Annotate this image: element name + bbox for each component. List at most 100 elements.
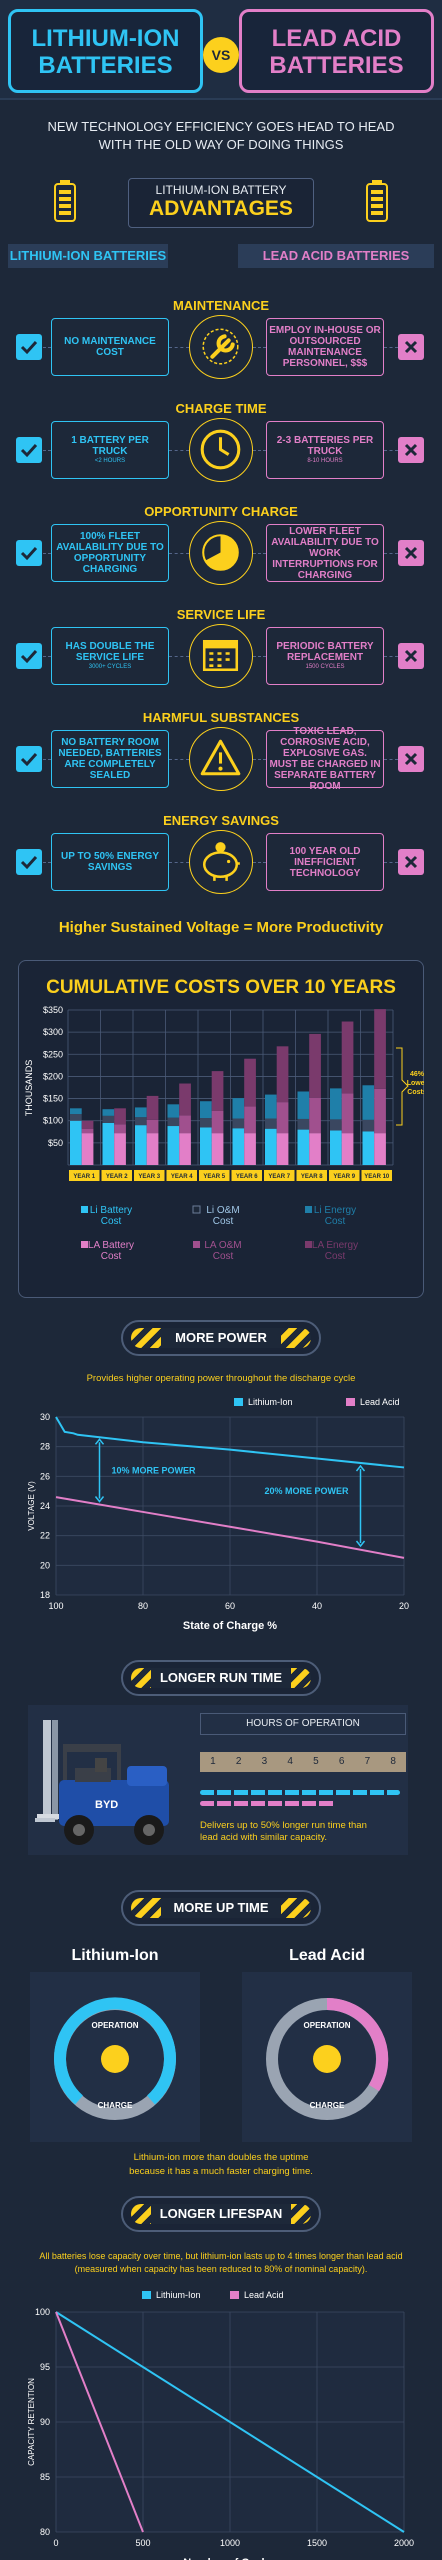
x-tick-label: 20	[399, 1601, 409, 1611]
more-up-time-banner: MORE UP TIME	[121, 1890, 321, 1926]
legend-swatch	[142, 2291, 151, 2299]
hours-bar: 1 2 3 4 5 6 7 8	[200, 1752, 406, 1772]
lead-acid-disadvantage-box: 100 YEAR OLD INEFFICIENT TECHNOLOGY	[266, 833, 384, 891]
lead-acid-disadvantage-note: 1500 CYCLES	[305, 664, 345, 670]
x-tick-label: 2000	[394, 2538, 414, 2548]
bar-li-energy	[362, 1085, 375, 1120]
bar-la-battery	[276, 1133, 289, 1165]
y-tick-label: 95	[40, 2362, 50, 2372]
connector-line	[169, 553, 189, 554]
x-tick-label: YEAR 7	[268, 1174, 290, 1180]
bar-li-energy	[330, 1088, 342, 1120]
x-tick-bg	[264, 1170, 295, 1181]
power-gap-arrow	[355, 1464, 366, 1472]
bar-la-energy	[179, 1083, 191, 1116]
bar-la-battery	[146, 1133, 159, 1165]
bar-li-om	[265, 1118, 277, 1129]
bar-li-energy	[135, 1107, 147, 1118]
y-tick-label: $50	[48, 1138, 63, 1148]
lithium-uptime-title: Lithium-Ion	[71, 1947, 159, 1964]
lithium-uptime-dial	[54, 1997, 176, 2120]
x-axis-label: Number of Cycles	[183, 2557, 277, 2560]
bar-la-battery	[309, 1133, 321, 1165]
lead-acid-disadvantage-text: TOXIC LEAD, CORROSIVE ACID, EXPLOSIVE GA…	[269, 726, 381, 792]
connector-line	[253, 347, 266, 348]
y-tick-label: $250	[43, 1049, 63, 1059]
header: LITHIUM-ION BATTERIES VS LEAD ACID BATTE…	[0, 0, 442, 100]
hour-tick: 7	[364, 1756, 371, 1767]
hour-tick: 2	[235, 1756, 242, 1767]
bar-li-battery	[167, 1126, 180, 1165]
bar-li-energy	[70, 1108, 82, 1115]
bar-la-om	[179, 1115, 191, 1134]
cost-chart-title: CUMULATIVE COSTS OVER 10 YEARS	[46, 977, 396, 998]
series-line-lead-acid	[55, 1496, 405, 1559]
lead-acid-operation-label: OPERATION	[303, 2021, 351, 2030]
advantages-line2: ADVANTAGES	[149, 197, 293, 220]
cross-icon	[398, 334, 424, 360]
x-tick-bg	[69, 1170, 100, 1181]
bar-li-energy	[102, 1109, 115, 1116]
lithium-advantage-text: 1 BATTERY PER TRUCK	[71, 435, 149, 457]
lower-cost-annotation: Lower	[407, 1080, 424, 1087]
advantages-line1: LITHIUM-ION BATTERY	[155, 183, 287, 197]
bar-li-battery	[102, 1122, 115, 1165]
capacity-chart: 100 95 90 85 800 500 1000 1500 2000 Number of Cyc…	[27, 2290, 414, 2560]
y-tick-label: 26	[40, 1471, 50, 1481]
x-tick-label: YEAR 5	[203, 1174, 225, 1180]
connector-line	[43, 347, 51, 348]
legend-swatch	[346, 1398, 355, 1406]
connector-line	[384, 759, 398, 760]
x-tick-label: YEAR 8	[301, 1174, 323, 1180]
cross-icon	[398, 746, 424, 772]
lithium-advantage-box: NO BATTERY ROOM NEEDED, BATTERIES ARE CO…	[51, 730, 169, 788]
lead-acid-title-pill: LEAD ACID BATTERIES	[239, 9, 434, 93]
x-axis-label: State of Charge %	[183, 1620, 277, 1632]
check-icon	[16, 643, 42, 669]
x-tick-label: YEAR 10	[364, 1174, 390, 1180]
power-annotation: 10% MORE POWER	[112, 1465, 197, 1475]
check-icon	[16, 849, 42, 875]
tab-lithium: LITHIUM-ION BATTERIES	[8, 244, 168, 268]
bar-la-energy	[114, 1108, 126, 1125]
legend-swatch	[193, 1241, 200, 1248]
bar-li-battery	[330, 1130, 342, 1165]
lithium-advantage-box: 100% FLEET AVAILABILITY DUE TO OPPORTUNI…	[51, 524, 169, 582]
bar-la-om	[146, 1119, 159, 1134]
lead-acid-disadvantage-note: 8-10 HOURS	[307, 458, 343, 464]
bar-la-energy	[211, 1071, 224, 1111]
x-tick-bg	[231, 1170, 262, 1181]
section-title: ENERGY SAVINGS	[163, 813, 279, 828]
y-axis-label: CAPACITY RETENTION	[27, 2378, 36, 2466]
bar-li-energy	[200, 1101, 212, 1119]
y-axis-label: THOUSANDS	[24, 1060, 34, 1117]
check-icon	[16, 437, 42, 463]
hour-tick: 1	[210, 1756, 216, 1767]
bar-la-om	[276, 1102, 289, 1134]
connector-line	[253, 553, 266, 554]
x-tick-bg	[101, 1170, 132, 1181]
bar-la-battery	[179, 1133, 191, 1165]
lithium-title-pill: LITHIUM-ION BATTERIES	[8, 9, 203, 93]
legend-swatch	[230, 2291, 239, 2299]
lithium-advantage-box: HAS DOUBLE THE SERVICE LIFE 3000+ CYCLES	[51, 627, 169, 685]
bar-li-battery	[362, 1131, 375, 1165]
power-gap-arrow	[94, 1496, 105, 1503]
lead-acid-disadvantage-box: 2-3 BATTERIES PER TRUCK 8-10 HOURS	[266, 421, 384, 479]
x-tick-label: YEAR 1	[73, 1174, 95, 1180]
y-tick-label: 30	[40, 1412, 50, 1422]
connector-line	[384, 656, 398, 657]
bar-la-energy	[341, 1021, 354, 1094]
longer-run-time-label: LONGER RUN TIME	[151, 1668, 291, 1688]
bar-li-om	[167, 1117, 180, 1127]
legend-label: LA Battery	[88, 1240, 134, 1251]
clock-icon	[189, 418, 253, 482]
lower-cost-bracket	[396, 1047, 409, 1126]
advantages-box: LITHIUM-ION BATTERY ADVANTAGES	[128, 178, 314, 228]
bar-la-energy	[146, 1095, 159, 1120]
lithium-advantage-text: HAS DOUBLE THE SERVICE LIFE	[65, 641, 155, 663]
bar-la-energy	[309, 1033, 321, 1098]
y-tick-label: 24	[40, 1501, 50, 1511]
lead-acid-disadvantage-box: EMPLOY IN-HOUSE OR OUTSOURCED MAINTENANC…	[266, 318, 384, 376]
x-tick-label: 0	[53, 2538, 58, 2548]
